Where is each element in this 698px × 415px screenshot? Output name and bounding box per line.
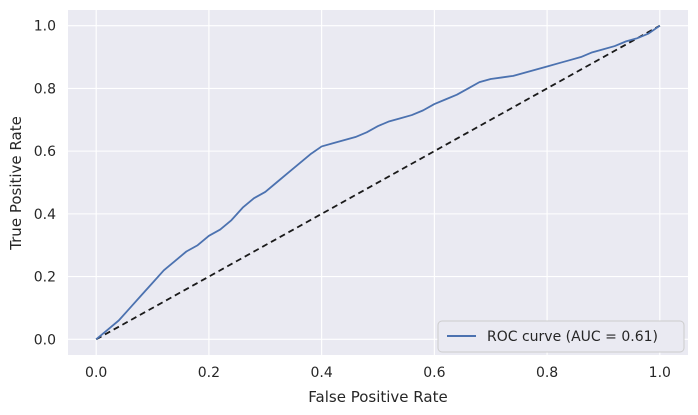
- y-tick-label: 1.0: [34, 19, 56, 35]
- x-tick-label: 0.4: [311, 365, 333, 381]
- x-tick-label: 0.0: [85, 365, 107, 381]
- x-axis-title: False Positive Rate: [308, 388, 447, 406]
- x-gridlines: [95, 10, 661, 355]
- legend-box: [437, 320, 685, 353]
- legend-label-roc: ROC curve (AUC = 0.61): [487, 329, 658, 345]
- x-tick-label: 1.0: [649, 365, 671, 381]
- y-tick-labels: 0.0 0.2 0.4 0.6 0.8 1.0: [34, 19, 56, 349]
- x-tick-label: 0.2: [198, 365, 220, 381]
- y-tick-label: 0.2: [34, 270, 56, 286]
- y-tick-label: 0.8: [34, 81, 56, 97]
- chance-diagonal-line: [95, 24, 661, 341]
- roc-curve-line: [95, 24, 661, 341]
- y-tick-label: 0.4: [34, 207, 56, 223]
- y-axis-title: True Positive Rate: [7, 116, 25, 251]
- y-tick-label: 0.0: [34, 332, 56, 348]
- legend: ROC curve (AUC = 0.61): [437, 320, 685, 353]
- series-layer: [95, 24, 661, 341]
- x-tick-label: 0.6: [423, 365, 445, 381]
- y-tick-label: 0.6: [34, 144, 56, 160]
- x-tick-labels: 0.0 0.2 0.4 0.6 0.8 1.0: [85, 365, 671, 381]
- x-tick-label: 0.8: [536, 365, 558, 381]
